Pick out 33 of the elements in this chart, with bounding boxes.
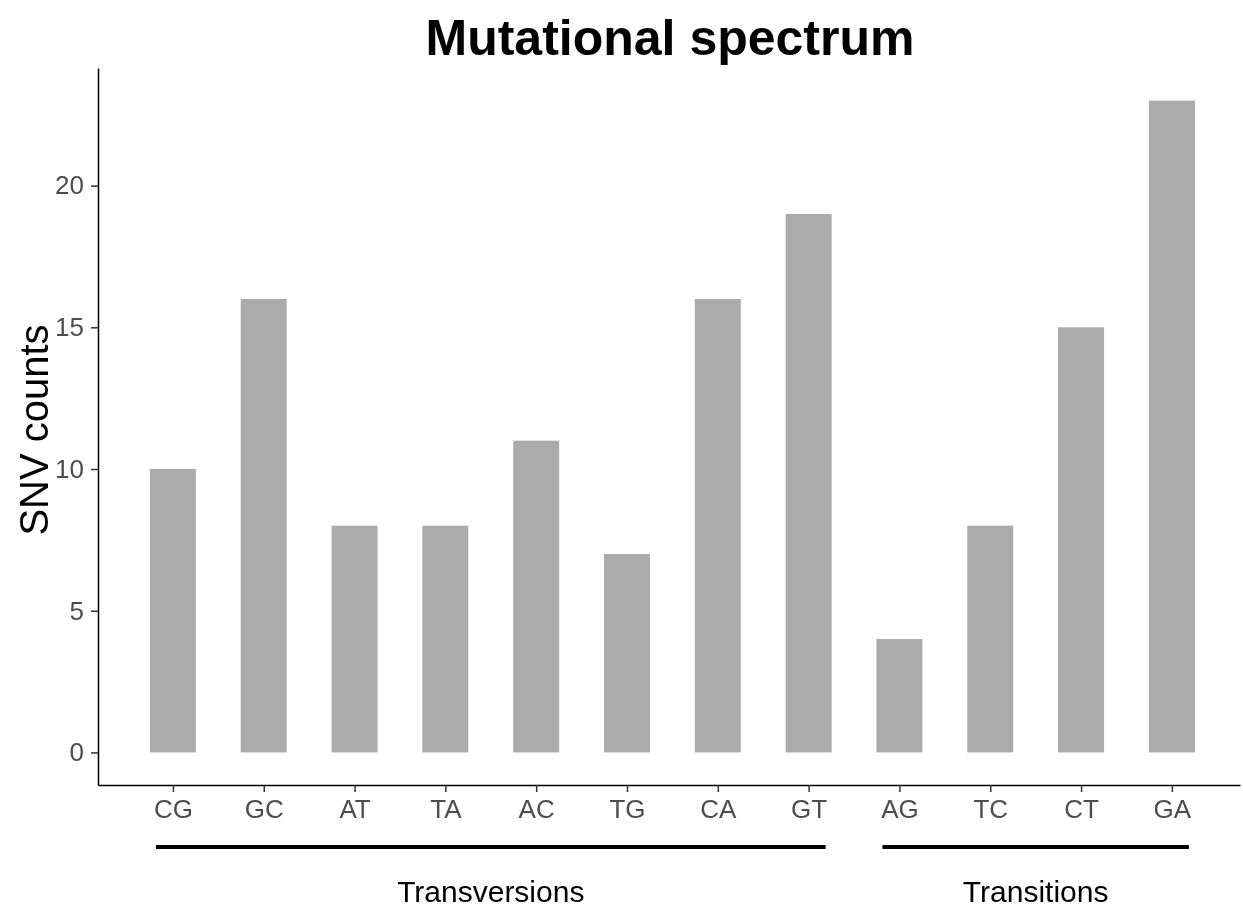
- bar: [240, 298, 287, 753]
- y-tick-label: 20: [55, 170, 84, 201]
- x-tick-label: GC: [244, 794, 284, 825]
- bar: [513, 440, 560, 753]
- y-tick-label: 0: [69, 737, 84, 768]
- y-axis-title: SNV counts: [12, 324, 56, 536]
- x-tick-label: AG: [881, 794, 919, 825]
- x-tick-label: GT: [791, 794, 828, 825]
- bar: [967, 525, 1014, 753]
- y-tick-label: 15: [55, 312, 84, 343]
- x-tick-label: GA: [1153, 794, 1192, 825]
- x-tick-label: CT: [1064, 794, 1100, 825]
- bar: [331, 525, 378, 753]
- x-tick-label: AC: [518, 794, 555, 825]
- bar: [1058, 327, 1105, 753]
- bar: [876, 639, 923, 753]
- x-tick-label: TG: [609, 794, 646, 825]
- bar: [149, 469, 196, 753]
- x-tick-label: AT: [339, 794, 371, 825]
- bar: [604, 554, 650, 753]
- bar: [785, 213, 832, 753]
- text: Transitions: [962, 875, 1109, 908]
- bar: [694, 298, 741, 753]
- y-tick-label: 5: [69, 595, 84, 626]
- x-tick-label: CG: [153, 794, 193, 825]
- text: Transversions: [397, 875, 585, 908]
- x-tick-label: TA: [430, 794, 463, 825]
- y-tick-label: 10: [55, 453, 84, 484]
- x-tick-label: CA: [700, 794, 738, 825]
- bar: [1148, 100, 1195, 753]
- chart-title: Mutational spectrum: [425, 10, 915, 66]
- x-tick-label: TC: [973, 794, 1009, 825]
- bar: [422, 525, 469, 753]
